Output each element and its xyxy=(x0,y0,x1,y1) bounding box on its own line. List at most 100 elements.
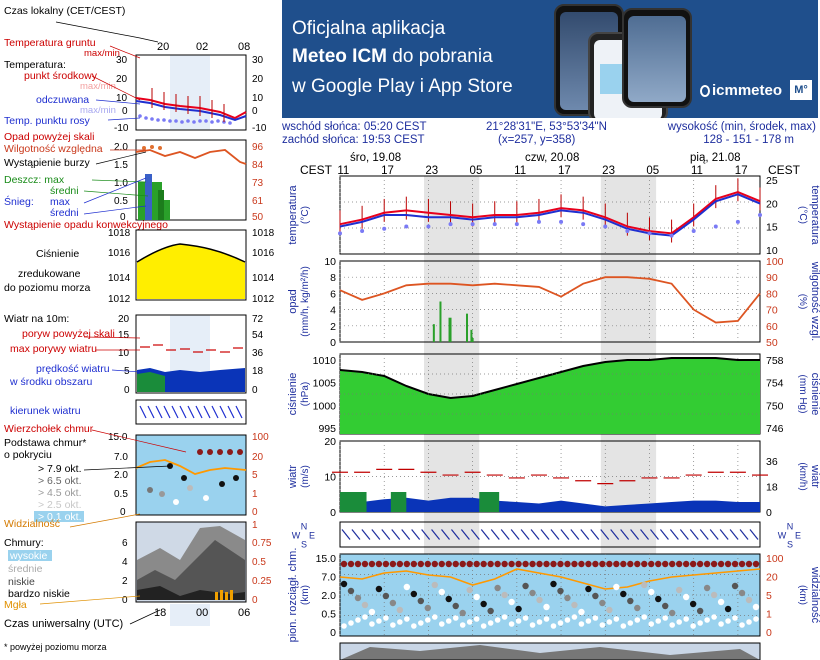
compass-icon: N xyxy=(301,522,308,532)
compass-icon: E xyxy=(309,531,315,541)
rh-line xyxy=(339,276,761,324)
mini-clouds-axis: 6 4 2 0 1 0.75 0.5 0.25 0 xyxy=(122,520,272,606)
legend-pressure-2: zredukowane xyxy=(18,268,81,280)
cloud-base-point xyxy=(383,615,389,621)
dewpoint-point xyxy=(492,222,497,227)
cloud-base-point xyxy=(703,584,711,592)
mini-pressure-line xyxy=(136,243,246,263)
cloud-base-point xyxy=(494,584,501,592)
cloud-top-point xyxy=(375,560,383,568)
mini-wind-frame xyxy=(135,314,247,394)
cloud-top-point xyxy=(634,560,641,568)
legend-cloud-top: Wierzchołek chmur xyxy=(4,423,94,435)
axis-tick-label: 0 xyxy=(766,627,772,639)
precip-bar xyxy=(439,301,442,342)
cloud-top-point xyxy=(745,560,753,568)
axis-tick-label: 1005 xyxy=(313,378,337,390)
cloud-top-point xyxy=(724,560,732,568)
svg-text:15.0: 15.0 xyxy=(108,432,128,443)
wind-direction-arrow xyxy=(560,529,570,540)
mini-temp-range-bars xyxy=(151,88,225,122)
dewpoint-point xyxy=(603,224,608,229)
cloud-top-point xyxy=(696,560,704,568)
app-banner[interactable]: Oficjalna aplikacja Meteo ICM do pobrani… xyxy=(282,0,818,118)
cloud-base-point xyxy=(599,622,606,628)
cloud-base-point xyxy=(466,586,473,594)
cloud-top-point xyxy=(592,560,599,568)
legend-gust-above: poryw powyżej skali xyxy=(22,328,115,340)
wind-direction-arrow xyxy=(650,529,659,540)
wind-direction-arrow xyxy=(679,529,689,540)
svg-text:1018: 1018 xyxy=(108,228,131,239)
cloud-top-point xyxy=(347,560,355,568)
wind-direction-arrow xyxy=(600,529,610,540)
wind-direction-arrow xyxy=(351,529,361,540)
wind-direction-arrow xyxy=(749,529,759,540)
legend-time-tick: 20 xyxy=(157,41,169,53)
legend-column: Czas lokalny (CET/CEST) 20 02 08 30 20 10… xyxy=(0,0,280,660)
cloud-base-point xyxy=(571,614,578,620)
cloud-base-point xyxy=(731,582,739,590)
cloud-base-point xyxy=(494,617,501,623)
svg-text:0.25: 0.25 xyxy=(252,576,272,587)
axis-tick-label: 60 xyxy=(766,321,778,333)
axis-tick-label: 25 xyxy=(766,175,778,187)
wind-direction-arrow xyxy=(530,529,540,540)
wind-direction-arrow xyxy=(699,529,709,540)
cloud-base-point xyxy=(648,621,655,627)
wind-direction-arrow xyxy=(510,529,520,540)
cloud-base-point xyxy=(683,616,689,622)
cloud-base-point xyxy=(424,617,431,623)
panel-yunit: (km) xyxy=(300,585,311,605)
cloud-base-point xyxy=(404,616,410,622)
panel-yunit: (°C) xyxy=(300,206,311,224)
svg-text:1012: 1012 xyxy=(108,294,131,305)
cloud-top-point xyxy=(431,560,438,568)
cloud-top-point xyxy=(494,560,501,568)
wind-direction-arrow xyxy=(421,529,431,540)
mini-wind-arrows xyxy=(139,405,243,419)
axis-tick-label: 4 xyxy=(330,305,336,317)
axis-tick-label: 6 xyxy=(330,288,336,300)
cloud-base-point xyxy=(724,605,732,613)
cloud-top-point xyxy=(655,560,662,568)
wind-direction-arrow xyxy=(441,529,450,540)
legend-utc-tick: 18 xyxy=(154,607,166,619)
hour-tick-label: 11 xyxy=(691,165,703,177)
elevation-title: wysokość (min, środek, max) xyxy=(667,121,816,133)
panel-ylabel: temperatura xyxy=(287,184,299,244)
cloud-base-point xyxy=(571,601,578,609)
cloud-top-point xyxy=(585,560,592,568)
phone-screenshot-icon xyxy=(622,8,692,108)
cloud-base-point xyxy=(397,619,403,625)
cloud-base-point xyxy=(529,589,536,597)
wind-direction-arrow xyxy=(381,529,391,540)
wind-direction-arrow xyxy=(361,529,371,540)
svg-text:84: 84 xyxy=(252,160,264,171)
cloud-top-point xyxy=(368,560,376,568)
mini-wind-axis: 20 15 10 5 0 72 54 36 18 0 xyxy=(118,314,264,396)
cloud-base-point xyxy=(550,580,557,588)
axis-tick-label: 90 xyxy=(766,272,778,284)
svg-text:0: 0 xyxy=(120,212,126,223)
panel-ylabel: pion. rozciągł. chm. xyxy=(287,548,299,643)
cloud-top-point xyxy=(738,560,746,568)
cloud-base-point xyxy=(585,585,592,593)
cloud-top-point xyxy=(459,560,466,568)
axis-tick-label: 2 xyxy=(330,321,336,333)
cloud-base-point xyxy=(515,605,522,613)
cloud-top-point xyxy=(452,560,459,568)
cloud-base-point xyxy=(641,614,648,620)
svg-text:20: 20 xyxy=(118,314,130,325)
axis-tick-label: 50 xyxy=(766,337,778,349)
wind-direction-arrow xyxy=(630,529,640,540)
axis-tick-label: 7.0 xyxy=(321,572,336,584)
axis-tick-label: 0 xyxy=(766,507,772,519)
mini-wind-dir-frame xyxy=(135,399,247,425)
day-label: śro, 19.08 xyxy=(350,152,401,164)
axis-tick-label: 0.5 xyxy=(321,609,336,621)
panel-ylabel-right: ciśnienie xyxy=(809,373,820,416)
wind-direction-arrow xyxy=(480,529,490,540)
